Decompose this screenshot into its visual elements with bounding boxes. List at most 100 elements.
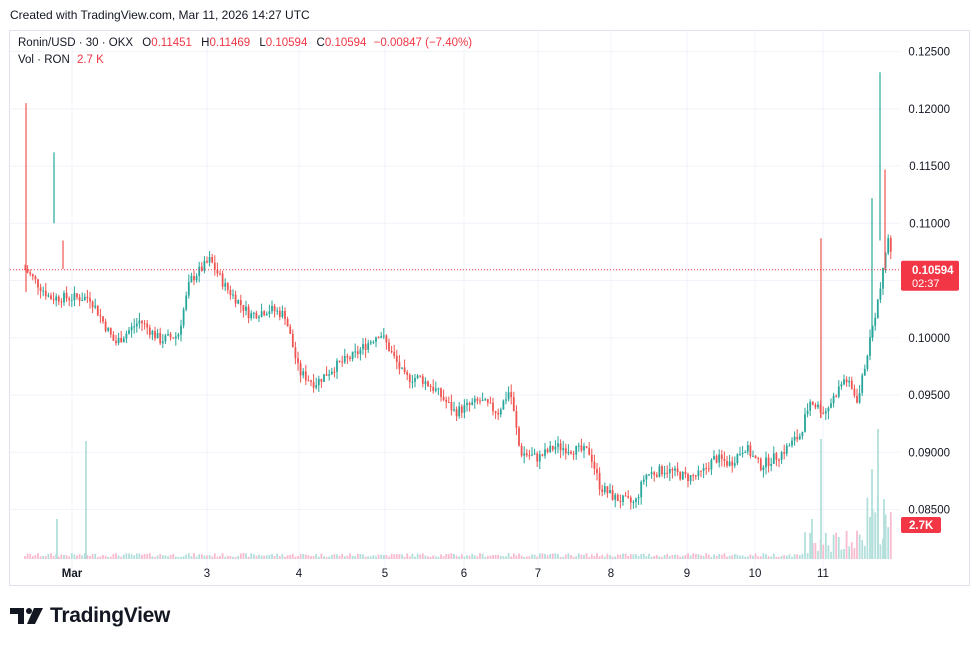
candle-body [55,296,58,301]
legend-open-label: O [142,37,152,49]
tradingview-logo[interactable]: TradingView [10,604,170,628]
volume-bar [372,555,375,559]
candle-body [762,467,765,471]
x-tick-label: Mar [62,568,83,580]
volume-bar [507,553,510,559]
candle-body [252,312,255,314]
volume-bar [164,555,167,559]
candle-body [736,454,739,464]
candle-body [718,454,721,463]
candle-body [143,323,146,325]
volume-bar [354,556,357,559]
volume-bar [440,554,442,559]
candle-body [822,412,825,414]
candle-body [827,407,830,412]
volume-bar [616,554,619,559]
candle-body [614,494,617,500]
volume-bar [289,555,292,559]
volume-bar [603,556,606,559]
volume-bar [330,555,333,559]
chart-frame [9,30,970,586]
candle-body [68,298,71,301]
volume-bar [830,551,832,559]
volume-bar [853,547,856,559]
volume-bar [489,555,492,559]
y-axis: 0.125000.120000.115000.110000.105000.100… [908,47,950,517]
volume-bar [185,554,188,559]
volume-bar [731,555,734,559]
last-price-badge [901,260,959,291]
volume-bar [68,556,71,559]
volume-bar [141,554,143,559]
volume-bar [754,553,757,559]
volume-bar [541,553,544,559]
candle-body [382,335,385,337]
volume-bar [593,555,596,559]
candle-body [505,399,507,401]
volume-badge-value: 2.7K [909,520,934,532]
volume-bar [156,555,159,559]
candle-body [289,326,292,334]
candle-body [260,311,263,317]
volume-bar [843,549,845,559]
candlestick-chart[interactable]: 0.125000.120000.115000.110000.105000.100… [10,31,969,585]
candle-body [520,445,523,456]
legend-volume-label: Vol · RON [18,54,70,66]
volume-bar [424,555,427,559]
candle-body [468,403,471,405]
y-tick-label: 0.11500 [909,161,950,173]
volume-bar [34,555,37,559]
volume-bar [362,554,364,559]
candle-body [398,362,401,369]
volume-bar [393,554,396,559]
candle-body [432,386,435,391]
candle-body [190,275,193,283]
volume-bar [720,554,723,559]
candle-body [523,453,526,456]
volume-bar [598,556,601,559]
candle-body [889,238,892,252]
tradingview-logo-icon [10,608,43,624]
volume-bar [52,556,55,559]
volume-bar [388,556,390,559]
volume-bar [208,554,211,559]
volume-bar [692,553,695,559]
volume-spike [811,519,813,559]
volume-bar [713,554,715,559]
candle-body [148,327,151,335]
candle-body [632,501,635,503]
legend-ohlc-row: Ronin/USD · 30 · OKX O0.11451 H0.11469 L… [18,35,472,52]
volume-bar [668,556,671,559]
candle-body [29,272,32,275]
candle-body [86,296,89,299]
volume-bar [466,555,468,559]
volume-bar [122,554,125,559]
volume-bar [174,556,177,559]
volume-bar [375,556,377,559]
volume-bar [276,553,279,559]
volume-bar [689,555,692,559]
y-tick-label: 0.09500 [908,390,950,402]
candle-body [320,378,323,382]
candle-body [47,295,50,297]
candle-body [286,318,289,327]
volume-bar [229,556,232,559]
volume-bar [245,553,247,559]
volume-bar [294,556,297,559]
volume-bar [81,555,84,559]
candle-body [406,372,409,375]
candle-body [57,296,60,302]
candle-body [879,288,882,300]
candle-body [294,347,297,359]
volume-bar [840,549,843,559]
volume-bar [559,556,562,559]
volume-bar [213,553,216,559]
candle-body [367,343,370,350]
candle-body [328,374,331,376]
volume-bar [39,556,42,559]
candle-body [536,453,539,462]
volume-bar [492,555,494,559]
volume-bar [741,555,744,559]
volume-bar [91,554,94,559]
candle-body [390,351,393,353]
